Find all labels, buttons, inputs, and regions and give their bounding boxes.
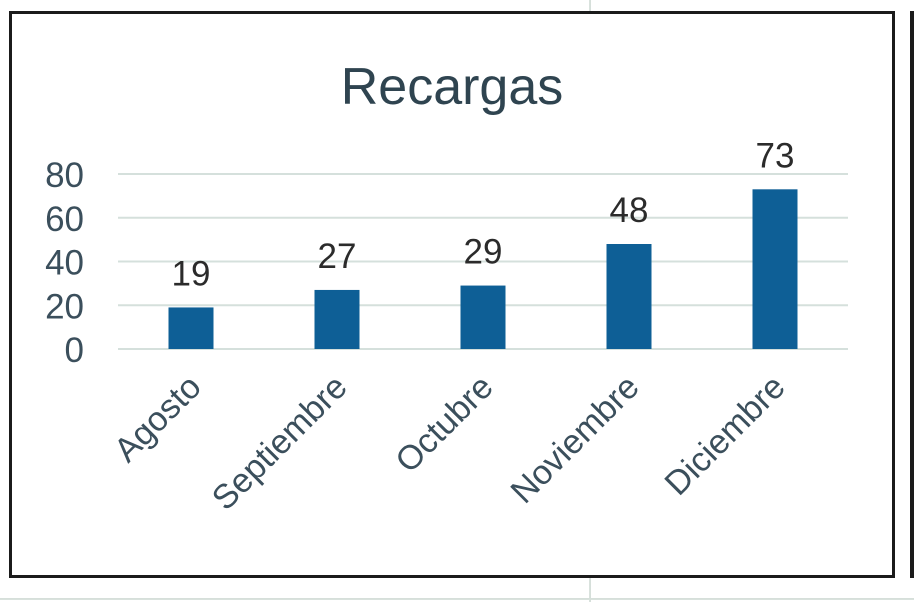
y-tick-label: 20 [45,287,84,326]
y-tick-label: 60 [45,200,84,239]
chart-title: Recargas [341,58,564,116]
bar [168,307,214,349]
data-label: 73 [756,136,795,175]
bar [314,289,360,349]
data-label: 48 [610,191,649,230]
gridlines [118,173,848,350]
bars [168,189,798,349]
bar [606,244,652,349]
bar [460,285,506,349]
sheet-row-line [0,598,914,599]
bar [752,189,798,349]
x-tick-label: Septiembre [205,368,355,518]
data-label: 19 [172,254,211,293]
y-tick-label: 0 [65,331,84,370]
x-tick-label: Octubre [388,368,500,480]
x-tick-label: Noviembre [504,368,647,511]
bar-chart: Recargas 0 20 40 60 80 19 27 29 48 73 AgostoSept… [45,58,848,518]
data-label: 29 [464,233,503,272]
x-tick-label: Agosto [107,368,209,470]
chart-object[interactable]: Recargas 0 20 40 60 80 19 27 29 48 73 Agosto Sept… [9,11,895,578]
x-tick-label: Diciembre [658,368,793,503]
adjacent-object-edge [910,11,914,578]
y-tick-label: 80 [45,156,84,195]
y-axis-ticks: 0 20 40 60 80 [45,156,84,370]
y-tick-label: 40 [45,244,84,283]
data-labels: 19 27 29 48 73 [172,136,795,293]
data-label: 27 [318,237,357,276]
